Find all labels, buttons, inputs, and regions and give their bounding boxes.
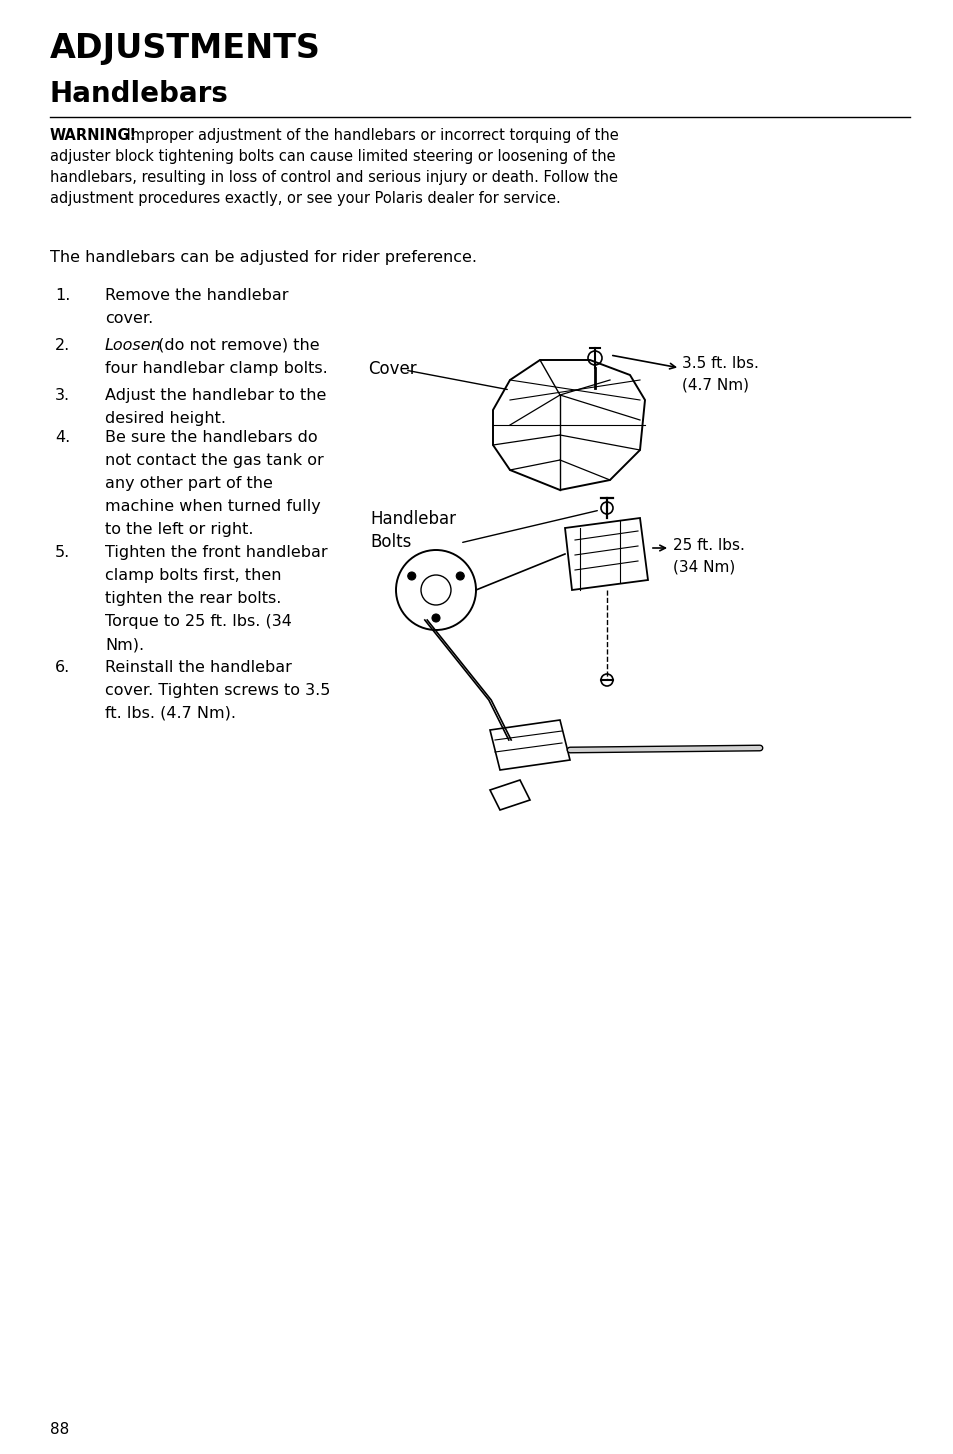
Text: clamp bolts first, then: clamp bolts first, then [105, 569, 281, 583]
Text: to the left or right.: to the left or right. [105, 522, 253, 537]
Text: WARNING!: WARNING! [50, 128, 137, 142]
Text: ft. lbs. (4.7 Nm).: ft. lbs. (4.7 Nm). [105, 707, 235, 721]
Text: cover.: cover. [105, 311, 153, 326]
Text: ADJUSTMENTS: ADJUSTMENTS [50, 32, 320, 65]
Text: 4.: 4. [55, 430, 71, 445]
Text: Torque to 25 ft. lbs. (34: Torque to 25 ft. lbs. (34 [105, 614, 292, 630]
Text: cover. Tighten screws to 3.5: cover. Tighten screws to 3.5 [105, 683, 330, 698]
Text: Cover: Cover [368, 361, 416, 378]
Text: Bolts: Bolts [370, 534, 411, 551]
Text: four handlebar clamp bolts.: four handlebar clamp bolts. [105, 361, 328, 377]
Text: 6.: 6. [55, 660, 71, 675]
Text: Improper adjustment of the handlebars or incorrect torquing of the: Improper adjustment of the handlebars or… [122, 128, 618, 142]
Text: Reinstall the handlebar: Reinstall the handlebar [105, 660, 292, 675]
Text: 1.: 1. [55, 288, 71, 302]
Text: Be sure the handlebars do: Be sure the handlebars do [105, 430, 317, 445]
Text: adjuster block tightening bolts can cause limited steering or loosening of the: adjuster block tightening bolts can caus… [50, 148, 615, 164]
Circle shape [456, 571, 464, 580]
Text: adjustment procedures exactly, or see your Polaris dealer for service.: adjustment procedures exactly, or see yo… [50, 190, 560, 206]
Text: Remove the handlebar: Remove the handlebar [105, 288, 288, 302]
Text: Handlebar: Handlebar [370, 510, 456, 528]
Text: any other part of the: any other part of the [105, 475, 273, 491]
Text: 5.: 5. [55, 545, 71, 560]
Text: Loosen: Loosen [105, 337, 162, 353]
Text: machine when turned fully: machine when turned fully [105, 499, 320, 515]
Text: desired height.: desired height. [105, 411, 226, 426]
Text: 3.5 ft. lbs.: 3.5 ft. lbs. [681, 356, 758, 371]
Text: tighten the rear bolts.: tighten the rear bolts. [105, 590, 281, 606]
Text: The handlebars can be adjusted for rider preference.: The handlebars can be adjusted for rider… [50, 250, 476, 265]
Text: handlebars, resulting in loss of control and serious injury or death. Follow the: handlebars, resulting in loss of control… [50, 170, 618, 185]
Text: Handlebars: Handlebars [50, 80, 229, 108]
Circle shape [407, 571, 416, 580]
Text: Nm).: Nm). [105, 637, 144, 651]
Text: (do not remove) the: (do not remove) the [152, 337, 319, 353]
Text: Tighten the front handlebar: Tighten the front handlebar [105, 545, 327, 560]
Text: (34 Nm): (34 Nm) [672, 560, 735, 574]
Text: not contact the gas tank or: not contact the gas tank or [105, 454, 323, 468]
Text: 2.: 2. [55, 337, 71, 353]
Text: 88: 88 [50, 1422, 70, 1437]
Text: 3.: 3. [55, 388, 71, 403]
Text: Adjust the handlebar to the: Adjust the handlebar to the [105, 388, 326, 403]
Circle shape [432, 614, 439, 622]
Text: (4.7 Nm): (4.7 Nm) [681, 378, 748, 393]
Text: 25 ft. lbs.: 25 ft. lbs. [672, 538, 744, 553]
